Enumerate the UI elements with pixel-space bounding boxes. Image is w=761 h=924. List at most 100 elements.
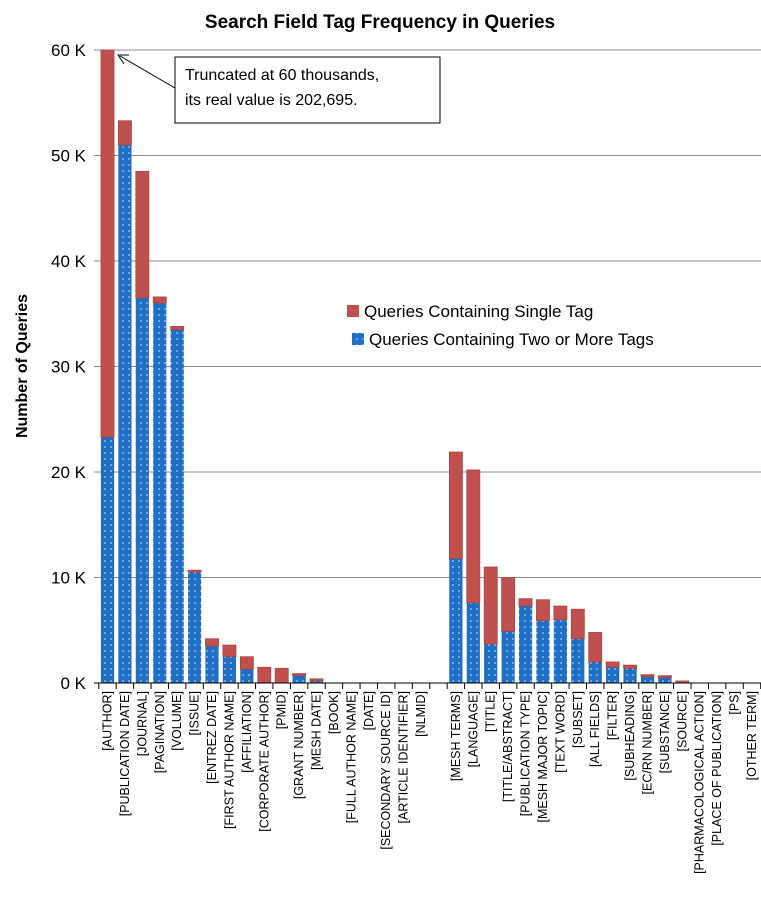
y-tick-label: 50 K — [51, 147, 87, 166]
bar-two-or-more-tags — [153, 303, 167, 683]
bar-two-or-more-tags — [658, 677, 672, 683]
legend-label-two-or-more-tags: Queries Containing Two or More Tags — [369, 330, 654, 349]
x-category-label: [OTHER TERM] — [745, 691, 759, 780]
x-category-label: [VOLUME] — [170, 691, 184, 751]
x-category-label: [GRANT NUMBER] — [292, 691, 306, 799]
callout-line-1: Truncated at 60 thousands, — [185, 67, 379, 84]
gridlines — [94, 49, 761, 578]
bar-single-tag — [501, 577, 516, 632]
y-tick-label: 60 K — [51, 41, 87, 60]
bar-single-tag — [239, 656, 254, 670]
x-category-label: [MESH MAJOR TOPIC] — [536, 691, 550, 823]
x-category-label: [LANGUAGE] — [466, 691, 480, 767]
chart-title: Search Field Tag Frequency in Queries — [205, 12, 555, 33]
bar-two-or-more-tags — [205, 646, 219, 683]
x-category-label: [PUBLICATION TYPE] — [519, 691, 533, 816]
bar-two-or-more-tags — [292, 675, 306, 683]
bar-single-tag — [309, 678, 324, 682]
bar-two-or-more-tags — [518, 605, 533, 683]
y-axis-label: Number of Queries — [14, 294, 31, 438]
bar-single-tag — [135, 171, 150, 299]
bar-single-tag — [658, 675, 672, 679]
x-category-label: [BOOK] — [327, 691, 341, 734]
bar-single-tag — [553, 605, 568, 620]
x-category-label: [FIRST AUTHOR NAME] — [222, 691, 236, 829]
bar-single-tag — [205, 638, 219, 647]
x-category-label: [JOURNAL] — [135, 691, 149, 756]
callout-line-2: its real value is 202,695. — [185, 92, 358, 109]
bar-single-tag — [274, 667, 289, 684]
x-category-label: [DATE] — [362, 691, 376, 730]
x-category-label: [FULL AUTHOR NAME] — [344, 691, 358, 823]
bar-single-tag — [588, 632, 603, 663]
x-category-label: [TEXT WORD] — [553, 691, 567, 773]
bar-single-tag — [483, 566, 498, 645]
x-category-label: [ARTICLE IDENTIFIER] — [397, 691, 411, 823]
callout-box — [174, 56, 441, 124]
bar-single-tag — [187, 569, 202, 573]
x-category-label: [AFFILIATION] — [240, 691, 254, 773]
x-category-label: [SUBSTANCE] — [658, 691, 672, 773]
bar-two-or-more-tags — [449, 558, 463, 683]
y-tick-label: 40 K — [51, 252, 87, 271]
bar-two-or-more-tags — [536, 620, 550, 683]
bar-single-tag — [170, 326, 185, 330]
x-category-label: [MESH TERMS] — [449, 691, 463, 781]
y-tick-label: 30 K — [51, 358, 87, 377]
bar-single-tag — [518, 598, 533, 607]
bar-two-or-more-tags — [623, 668, 637, 683]
x-category-label: [PHARMACOLOGICAL ACTION] — [693, 691, 707, 874]
bar-single-tag — [118, 120, 132, 146]
bar-single-tag — [605, 661, 620, 668]
bar-single-tag — [570, 608, 585, 639]
bar-single-tag — [623, 664, 637, 669]
x-axis-labels: [AUTHOR] [PUBLICATION DATE] [JOURNAL] [PAGI… — [101, 691, 760, 874]
x-category-label: [SOURCE] — [675, 691, 689, 751]
y-tick-label: 10 K — [51, 569, 87, 588]
bar-two-or-more-tags — [484, 643, 498, 683]
bar-single-tag — [640, 674, 655, 677]
bars — [100, 49, 690, 684]
bar-two-or-more-tags — [170, 329, 184, 683]
x-category-label: [SUBSET] — [571, 691, 585, 748]
bar-two-or-more-tags — [501, 631, 515, 683]
legend-label-single-tag: Queries Containing Single Tag — [364, 302, 593, 321]
bar-two-or-more-tags — [100, 437, 115, 683]
bar-two-or-more-tags — [187, 572, 202, 683]
x-category-label: [AUTHOR] — [101, 691, 115, 751]
callout-arrow — [119, 55, 176, 89]
bar-single-tag — [536, 599, 550, 622]
bar-two-or-more-tags — [466, 602, 480, 683]
bar-two-or-more-tags — [640, 676, 655, 683]
x-category-label: [MESH DATE] — [310, 691, 324, 770]
x-category-label: [PMID] — [275, 691, 289, 729]
bar-two-or-more-tags — [309, 680, 324, 683]
legend-swatch-single-tag — [347, 305, 359, 317]
bar-single-tag — [100, 49, 115, 438]
bar-two-or-more-tags — [118, 144, 132, 683]
bar-two-or-more-tags — [606, 667, 620, 683]
bar-two-or-more-tags — [553, 619, 567, 683]
x-category-label: [PS] — [728, 691, 742, 715]
x-category-label: [ISSUE] — [188, 691, 202, 735]
bar-single-tag — [466, 469, 481, 604]
legend: Queries Containing Single Tag Queries Co… — [347, 302, 654, 349]
truncation-callout: Truncated at 60 thousands, its real valu… — [117, 54, 441, 124]
callout-arrowhead — [117, 54, 129, 65]
bar-two-or-more-tags — [135, 297, 149, 683]
bar-two-or-more-tags — [240, 669, 254, 683]
bar-two-or-more-tags — [588, 661, 602, 683]
x-category-label: [PAGINATION] — [153, 691, 167, 773]
y-axis-ticks: 0 K 10 K 20 K 30 K 40 K 50 K 60 K — [51, 41, 87, 693]
x-category-label: [PLACE OF PUBLICATION] — [710, 691, 724, 846]
x-category-label: [TITLE] — [484, 691, 498, 732]
legend-swatch-two-or-more-tags — [352, 333, 364, 345]
x-category-label: [SUBHEADING] — [623, 691, 637, 781]
x-category-label: [SECONDARY SOURCE ID] — [379, 691, 393, 850]
x-axis-ticks — [98, 683, 761, 689]
bar-two-or-more-tags — [222, 656, 237, 683]
y-tick-label: 20 K — [51, 463, 87, 482]
bar-single-tag — [448, 451, 463, 559]
y-tick-label: 0 K — [60, 674, 86, 693]
